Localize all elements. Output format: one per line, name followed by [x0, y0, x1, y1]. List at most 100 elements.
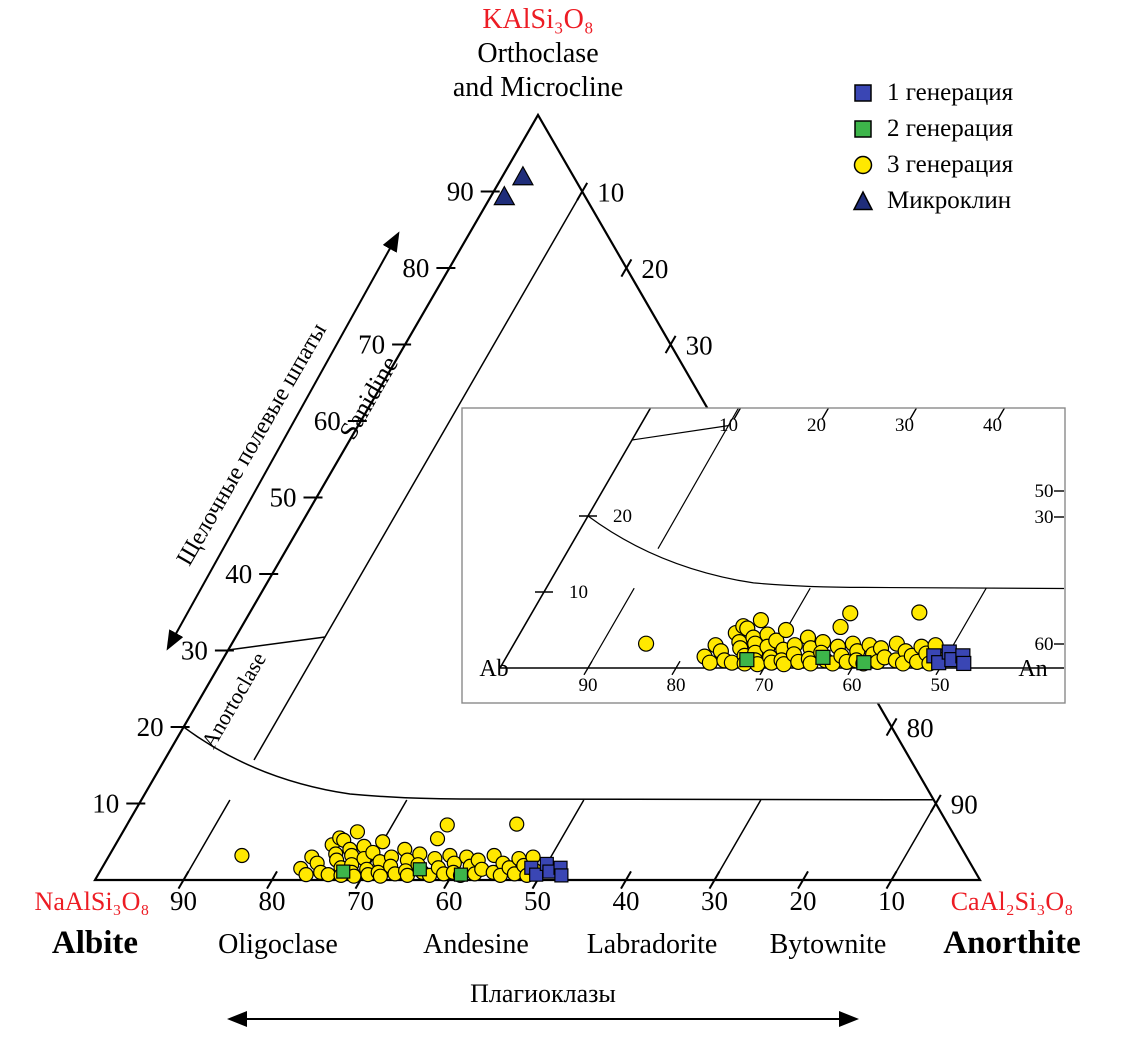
- bottom-axis-ticks: 90 80 70 60 50 40 30 20 10: [170, 870, 905, 916]
- tick-label: 80: [402, 253, 429, 283]
- tick-label: 40: [613, 886, 640, 916]
- data-point: [956, 655, 972, 672]
- tick-mark: [671, 660, 681, 676]
- inset-an-label: An: [1018, 656, 1047, 682]
- tick-label: 30: [1035, 507, 1054, 528]
- tick-label: 80: [907, 713, 934, 743]
- gen3-circle-marker-icon: [853, 155, 873, 175]
- data-point: [298, 867, 314, 883]
- tick-label: 30: [181, 636, 208, 666]
- legend-label-microcline: Микроклин: [887, 187, 1012, 214]
- legend-label-generation-1: 1 генерация: [887, 79, 1014, 106]
- data-point: [234, 847, 250, 864]
- tick-label: 10: [597, 178, 624, 208]
- data-point: [372, 868, 389, 884]
- data-point: [429, 831, 446, 847]
- tick-label: 30: [701, 886, 728, 916]
- tick-mark: [620, 870, 632, 890]
- alkali-feldspar-arrow-label: Щелочные полевые шпаты: [172, 319, 332, 570]
- tick-label: 50: [931, 675, 950, 696]
- legend: 1 генерация 2 генерация 3 генерация Микр…: [852, 79, 1014, 224]
- right-corner-name: Anorthite: [943, 925, 1080, 961]
- inset-ab-label: Ab: [479, 656, 508, 682]
- tick-label: 90: [579, 675, 598, 696]
- tick-label: 10: [92, 789, 119, 819]
- tick-mark: [576, 182, 589, 201]
- an10-upper-boundary: [253, 191, 583, 761]
- tick-mark: [620, 258, 633, 278]
- solvus-curve: [183, 726, 934, 801]
- left-corner-name: Albite: [52, 925, 138, 961]
- tick-label: 20: [790, 886, 817, 916]
- tick-mark: [885, 717, 898, 737]
- tick-label: 60: [436, 886, 463, 916]
- tick-label: 30: [895, 415, 914, 436]
- top-corner-name-2: and Microcline: [453, 72, 623, 103]
- tick-label: 60: [1035, 634, 1054, 655]
- alkali-feldspar-arrow: [166, 231, 400, 651]
- top-corner-formula: KAlSi₃O₈: [482, 4, 593, 35]
- tick-mark: [708, 870, 721, 890]
- tick-label: 50: [270, 483, 297, 513]
- legend-item-generation-3: 3 генерация: [852, 151, 1014, 178]
- field-label-labradorite: Labradorite: [587, 929, 718, 960]
- tick-label: 90: [447, 177, 474, 207]
- tick-mark: [583, 660, 593, 676]
- legend-item-generation-2: 2 генерация: [852, 115, 1013, 142]
- right-corner-formula: CaAl₂Si₃O₈: [951, 887, 1074, 916]
- inset-ticks: 10 20 30 40 90 80 70 60 50 10 20 50 30 60: [535, 408, 1064, 696]
- data-point: [856, 655, 872, 671]
- main-data-points: [234, 165, 569, 884]
- data-point: [375, 834, 391, 850]
- left-corner-formula: NaAlSi₃O₈: [35, 887, 150, 916]
- tick-mark: [885, 870, 898, 890]
- tick-label: 40: [983, 415, 1002, 436]
- tick-label: 70: [755, 675, 774, 696]
- tick-label: 90: [951, 790, 978, 820]
- legend-item-microcline: Микроклин: [852, 187, 1013, 214]
- gen2-square-marker-icon: [854, 120, 872, 138]
- inset-data-points: [637, 604, 972, 673]
- inset-left-edge: [499, 408, 652, 669]
- field-label-andesine: Andesine: [423, 929, 529, 960]
- inset-clipped-content: 10 20 30 40 90 80 70 60 50 10 20 50 30 60 Ab An: [462, 408, 1065, 703]
- data-point: [911, 604, 928, 621]
- data-point: [453, 867, 469, 882]
- field-label-sanidine: Sanidine: [333, 351, 404, 444]
- data-point: [320, 867, 336, 883]
- legend-label-generation-3: 3 генерация: [887, 151, 1014, 178]
- data-point: [701, 654, 718, 671]
- data-point: [509, 816, 525, 832]
- inset-solvus-curve: [587, 515, 1065, 590]
- legend-item-generation-1: 1 генерация: [852, 79, 1014, 106]
- field-label-bytownite: Bytownite: [770, 929, 887, 960]
- data-point: [752, 612, 770, 629]
- tick-mark: [997, 408, 1006, 420]
- tick-mark: [929, 794, 942, 813]
- field-label-oligoclase: Oligoclase: [218, 929, 338, 960]
- inset-an10-upper-boundary: [657, 408, 740, 549]
- tick-mark: [664, 335, 677, 354]
- tick-label: 80: [667, 675, 686, 696]
- data-point: [815, 649, 831, 665]
- tick-label: 20: [807, 415, 826, 436]
- tick-mark: [266, 870, 278, 890]
- data-point: [399, 867, 416, 884]
- tick-label: 40: [225, 559, 252, 589]
- tick-label: 70: [347, 886, 374, 916]
- data-point: [412, 862, 427, 877]
- tick-label: 90: [170, 886, 197, 916]
- tick-mark: [797, 870, 809, 890]
- data-point: [439, 817, 455, 833]
- tick-label: 20: [641, 254, 668, 284]
- tick-label: 60: [843, 675, 862, 696]
- top-corner-name-1: Orthoclase: [477, 38, 598, 69]
- inset-border: [461, 407, 1066, 704]
- tick-label: 20: [613, 506, 632, 527]
- sanidine-anorthoclase-divider: [227, 636, 326, 651]
- data-point: [739, 652, 755, 668]
- tick-label: 80: [259, 886, 286, 916]
- tick-mark: [821, 408, 830, 420]
